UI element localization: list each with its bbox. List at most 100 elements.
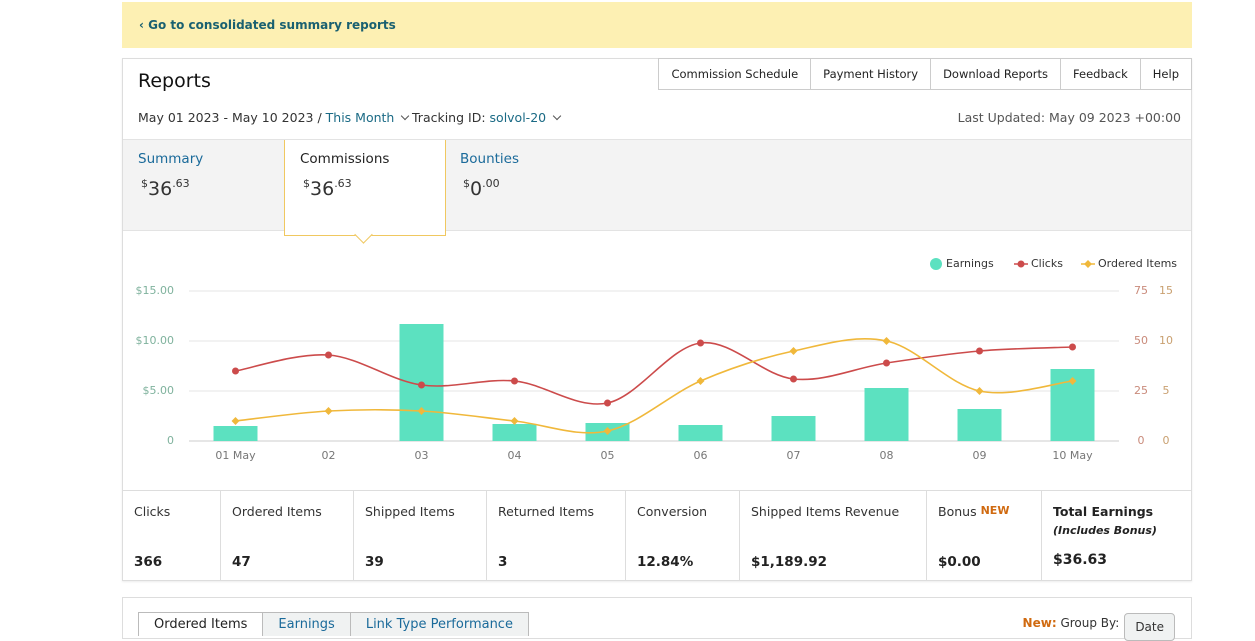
point	[418, 381, 425, 389]
legend-label: Earnings	[946, 257, 994, 270]
point	[789, 347, 798, 355]
x-tick-label: 01 May	[215, 449, 256, 462]
group-select[interactable]: Date	[1124, 613, 1175, 641]
stat-label: Ordered Items	[232, 504, 322, 519]
stat-name: Ordered Items	[232, 504, 322, 519]
nav: Commission Schedule Payment History Downlo…	[658, 58, 1192, 90]
tracking-id: solvol-20	[489, 110, 547, 125]
stat-value: 39	[365, 554, 384, 570]
legend-label: Ordered Items	[1098, 257, 1177, 270]
tick-label: $15.00	[136, 284, 175, 297]
line	[235, 338, 1073, 434]
last-updated: Last Updated: May 09 2023 +00:00	[957, 110, 1181, 125]
point	[325, 351, 332, 359]
summary-link[interactable]: ‹ Go to consolidated summary reports	[139, 18, 396, 32]
tick-label: $10.00	[136, 334, 175, 347]
tab-label: Bounties	[460, 151, 520, 167]
detail-tab[interactable]: Link Type Performance	[349, 612, 529, 636]
detail-tab[interactable]: Earnings	[262, 612, 351, 636]
amount-fraction: .63	[334, 177, 352, 190]
detail-tabs: Ordered Items Earnings Link Type Performan…	[138, 612, 529, 636]
stat-name: Shipped Items	[365, 504, 455, 519]
tick-label: 25	[1134, 384, 1148, 397]
stat-value: $1,189.92	[751, 554, 828, 570]
banner: ‹ Go to consolidated summary reports	[122, 2, 1192, 48]
detail-tab[interactable]: Ordered Items	[138, 612, 264, 636]
stat-value: $0.00	[938, 554, 981, 570]
tick-label: 0	[1163, 434, 1170, 447]
point	[1069, 343, 1076, 351]
point	[604, 399, 611, 407]
point	[882, 337, 891, 345]
summary-tab[interactable]: Summary $36.63	[123, 140, 283, 230]
badge: NEW	[980, 504, 1010, 517]
legend-swatch	[1017, 260, 1025, 268]
tracking-filter[interactable]: Tracking ID: solvol-20	[412, 110, 564, 125]
stat-name: Total Earnings	[1053, 504, 1154, 519]
stat-label: Shipped Items Revenue	[751, 504, 899, 519]
detail-card: Ordered Items Earnings Link Type Performan…	[122, 597, 1192, 641]
legend-swatch	[1084, 260, 1092, 268]
stat-name: Bonus	[938, 504, 977, 519]
tick-label: 10	[1159, 334, 1173, 347]
nav-button[interactable]: Help	[1139, 58, 1192, 90]
point	[511, 377, 518, 385]
point	[790, 375, 797, 383]
stat-value: 47	[232, 554, 251, 570]
tick-label: 15	[1159, 284, 1173, 297]
bar	[678, 425, 723, 441]
date-filter[interactable]: May 01 2023 - May 10 2023 / This Month	[138, 110, 412, 125]
point	[510, 417, 519, 425]
point	[697, 339, 704, 347]
summary-tab[interactable]: Commissions $36.63	[284, 140, 446, 236]
stat-value: 12.84%	[637, 554, 694, 570]
stat-label: Shipped Items	[365, 504, 455, 519]
summary-tabs: Summary $36.63 Commissions $36.63 Bounties $0…	[123, 139, 1191, 236]
currency: $	[303, 177, 310, 190]
stat-name: Shipped Items Revenue	[751, 504, 900, 519]
point	[975, 387, 984, 395]
bar	[492, 424, 537, 441]
date-range: May 01 2023 - May 10 2023 /	[138, 110, 322, 125]
x-tick-label: 03	[415, 449, 429, 462]
nav-button[interactable]: Commission Schedule	[658, 58, 812, 90]
stat: Clicks 366	[123, 491, 220, 581]
stat: Total Earnings (Includes Bonus) $36.63	[1041, 491, 1191, 581]
amount-fraction: .63	[172, 177, 190, 190]
point	[231, 417, 240, 425]
nav-button[interactable]: Download Reports	[930, 58, 1062, 90]
nav-button[interactable]: Payment History	[810, 58, 932, 90]
bar	[957, 409, 1002, 441]
note: (Includes Bonus)	[1053, 524, 1157, 537]
bar	[213, 426, 258, 441]
stats: Clicks 366 Ordered Items 47 Shipped Items 39 R…	[123, 490, 1191, 581]
stat-name: Returned Items	[498, 504, 595, 519]
stat-label: Total Earnings (Includes Bonus)	[1053, 504, 1157, 537]
stat: Shipped Items 39	[353, 491, 486, 581]
summary-tab[interactable]: Bounties $0.00	[445, 140, 605, 230]
new-label: New:	[1022, 616, 1057, 630]
bar	[771, 416, 816, 441]
tab-amount: $0.00	[463, 177, 500, 200]
stat: Bonus NEW $0.00	[926, 491, 1041, 581]
tick-label: 75	[1134, 284, 1148, 297]
nav-button[interactable]: Feedback	[1060, 58, 1141, 90]
tick-label: $5.00	[143, 384, 175, 397]
currency: $	[141, 177, 148, 190]
title: Reports	[138, 70, 211, 92]
point	[976, 347, 983, 355]
x-tick-label: 02	[322, 449, 336, 462]
point	[883, 359, 890, 367]
tab-amount: $36.63	[303, 177, 352, 200]
point	[1068, 377, 1077, 385]
amount-whole: 36	[148, 178, 173, 200]
amount-whole: 0	[470, 178, 483, 200]
point	[232, 367, 239, 375]
amount-whole: 36	[310, 178, 335, 200]
x-tick-label: 04	[508, 449, 522, 462]
period: This Month	[325, 110, 395, 125]
x-tick-label: 08	[880, 449, 894, 462]
stat-name: Clicks	[134, 504, 171, 519]
